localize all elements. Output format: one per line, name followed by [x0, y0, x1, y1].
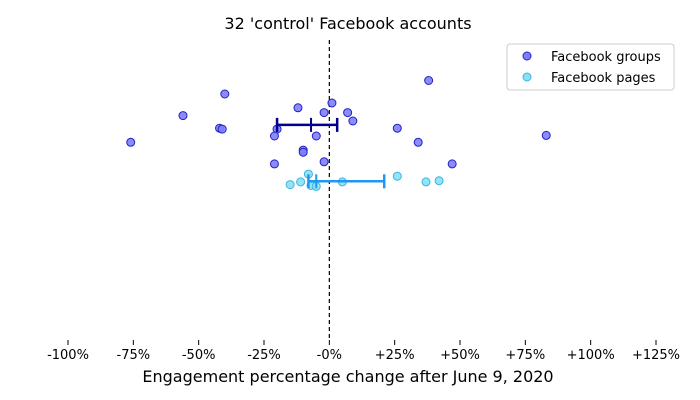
x-tick-label: -75% [117, 348, 151, 363]
data-point-groups [343, 108, 353, 118]
data-point-groups [126, 137, 136, 147]
data-point-pages [296, 177, 306, 187]
data-point-groups [348, 116, 358, 126]
x-tick-label: -50% [182, 348, 216, 363]
data-point-groups [319, 108, 329, 118]
x-tick-label: -0% [317, 348, 342, 363]
legend-frame [506, 43, 675, 91]
x-tick-label: +75% [505, 348, 545, 363]
x-tick-label: -100% [47, 348, 89, 363]
data-point-pages [434, 176, 444, 186]
data-point-groups [298, 147, 308, 157]
data-point-groups [293, 103, 303, 113]
x-tick-label: +50% [440, 348, 480, 363]
data-point-groups [424, 76, 434, 85]
ci-bar-groups [275, 117, 339, 132]
x-tick-label: -25% [247, 348, 281, 363]
data-point-groups [392, 123, 402, 133]
x-tick-label: +125% [632, 348, 680, 363]
x-axis-label: Engagement percentage change after June … [142, 367, 553, 386]
legend-label-pages: Facebook pages [551, 71, 656, 86]
legend: Facebook groups Facebook pages [506, 43, 675, 91]
x-tick-label: +25% [375, 348, 415, 363]
data-point-groups [319, 157, 329, 167]
data-point-groups [447, 159, 457, 169]
chart-title: 32 'control' Facebook accounts [224, 14, 471, 33]
data-point-groups [269, 159, 279, 169]
legend-marker-pages [522, 72, 532, 82]
data-point-groups [311, 131, 321, 141]
data-point-groups [220, 89, 230, 99]
ci-bar-pages [307, 174, 386, 189]
x-axis: -100% -75% -50% -25% -0% +25% +50% +75% +100% +12… [47, 340, 680, 363]
data-point-groups [269, 131, 279, 141]
legend-label-groups: Facebook groups [551, 50, 661, 65]
legend-item-groups: Facebook groups [522, 50, 661, 65]
data-point-groups [413, 137, 423, 147]
data-point-pages [421, 177, 431, 187]
data-point-groups [178, 111, 188, 121]
series-groups [126, 76, 551, 169]
data-point-groups [217, 124, 227, 134]
data-point-pages [392, 171, 402, 181]
data-point-pages [285, 180, 295, 190]
legend-marker-groups [522, 51, 532, 61]
data-point-groups [541, 130, 551, 140]
legend-item-pages: Facebook pages [522, 71, 656, 86]
x-tick-label: +100% [567, 348, 615, 363]
data-point-groups [327, 98, 337, 108]
plot-area [126, 40, 551, 340]
